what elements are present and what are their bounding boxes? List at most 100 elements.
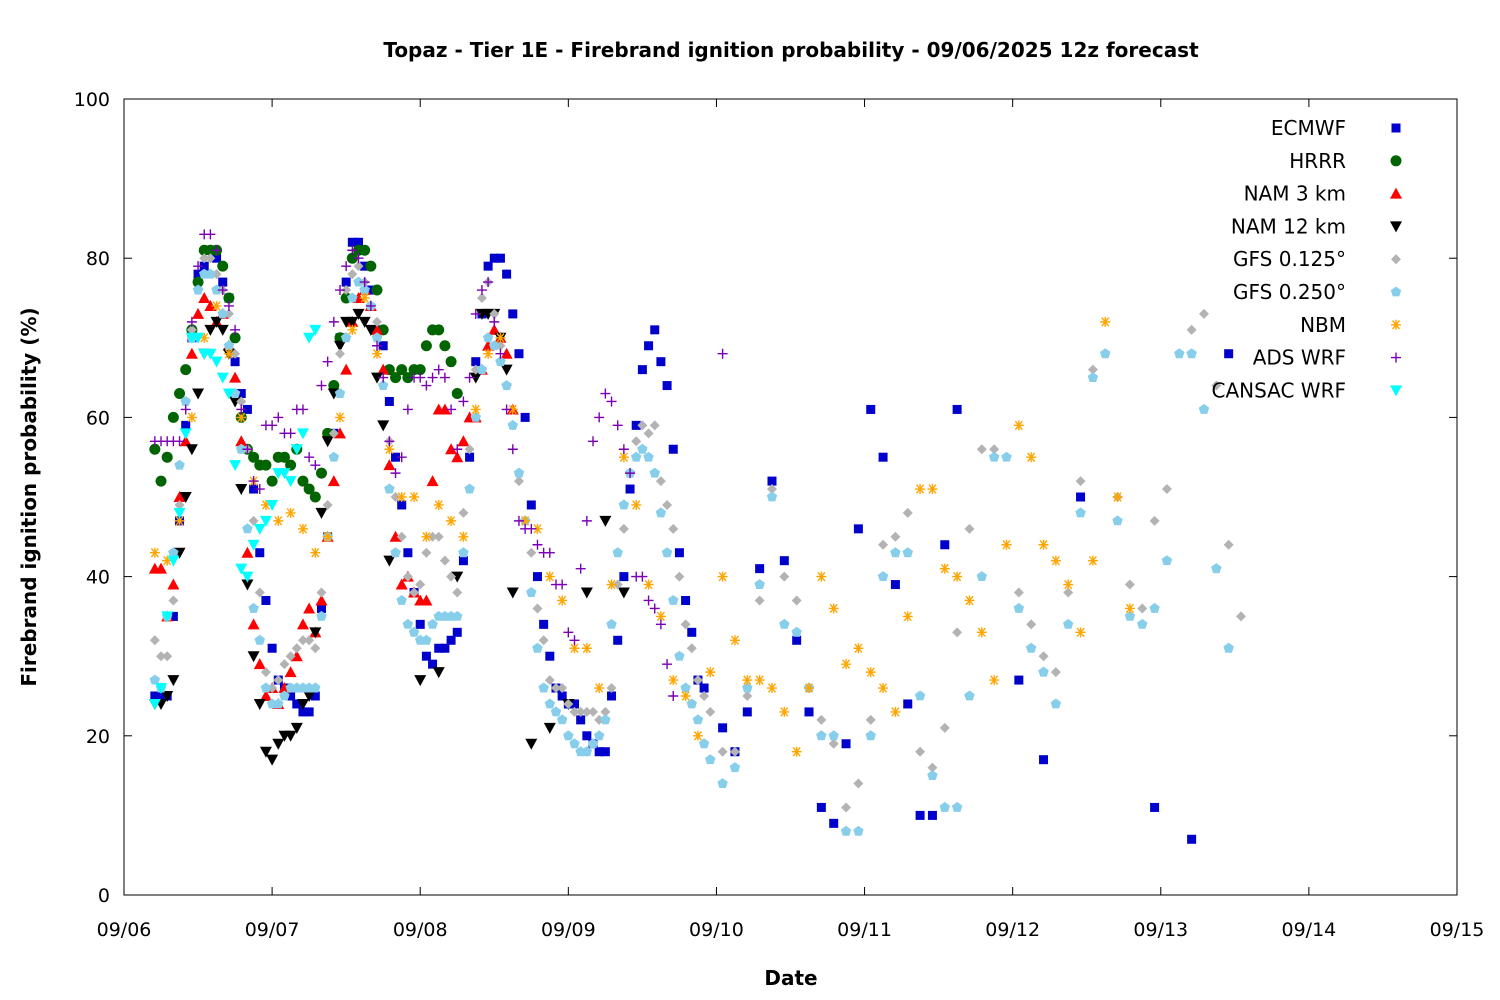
data-point	[952, 627, 963, 638]
data-point	[199, 253, 210, 264]
y-tick-label: 40	[86, 567, 110, 589]
data-point	[279, 690, 290, 701]
data-point	[526, 523, 537, 534]
data-point	[341, 277, 351, 287]
data-point	[779, 556, 789, 566]
data-point	[532, 642, 543, 653]
data-point	[149, 674, 161, 685]
data-point	[1038, 651, 1049, 662]
data-point	[742, 707, 752, 717]
data-point	[587, 738, 599, 749]
data-point	[686, 643, 697, 654]
data-point	[600, 388, 611, 399]
data-point	[729, 762, 741, 773]
data-point	[718, 723, 728, 733]
data-point	[180, 364, 192, 376]
data-point	[267, 420, 278, 431]
data-point	[261, 595, 271, 605]
data-point	[581, 746, 593, 757]
data-point	[174, 499, 185, 510]
data-point	[241, 546, 254, 558]
data-point	[235, 435, 248, 447]
data-point	[199, 261, 209, 271]
y-tick-label: 80	[86, 248, 110, 270]
data-point	[705, 667, 716, 678]
data-point	[316, 610, 327, 621]
data-point	[396, 492, 407, 502]
data-point	[396, 531, 407, 542]
data-point	[742, 675, 753, 686]
data-point	[594, 683, 605, 694]
data-point	[952, 404, 962, 414]
data-point	[599, 515, 612, 527]
data-point	[483, 348, 494, 359]
data-point	[290, 444, 303, 456]
data-point	[290, 722, 303, 734]
data-point	[353, 261, 364, 272]
data-point	[192, 332, 205, 344]
data-point	[581, 706, 592, 717]
data-point	[291, 643, 302, 654]
data-point	[742, 691, 753, 701]
data-point	[507, 404, 518, 415]
data-point	[612, 420, 623, 431]
data-point	[390, 492, 401, 502]
series-hrrr	[149, 244, 463, 503]
data-point	[353, 276, 364, 287]
data-point	[545, 651, 555, 661]
data-point	[427, 372, 438, 383]
data-point	[791, 626, 802, 637]
data-point	[390, 468, 401, 479]
data-point	[260, 667, 271, 678]
data-point	[600, 714, 611, 725]
x-axis-label: Date	[764, 966, 817, 990]
axis-ticks: 09/06 09/07 09/08 09/09 09/10 09/11 09/12 09/13…	[74, 89, 1485, 941]
data-point	[940, 540, 950, 550]
data-point	[347, 245, 358, 256]
data-point	[242, 444, 253, 455]
data-point	[637, 365, 647, 375]
data-point	[439, 372, 450, 383]
data-point	[458, 507, 469, 518]
data-point	[340, 332, 352, 343]
data-point	[1087, 364, 1098, 375]
data-point	[185, 444, 198, 456]
data-point	[506, 587, 519, 599]
data-point	[396, 364, 408, 376]
data-point	[964, 523, 975, 534]
data-point	[1149, 515, 1160, 526]
data-point	[680, 682, 691, 693]
data-point	[557, 595, 568, 606]
data-point	[520, 412, 530, 422]
data-point	[452, 444, 463, 455]
data-point	[828, 738, 839, 749]
data-point	[853, 643, 864, 654]
data-point	[389, 530, 402, 542]
data-point	[346, 316, 359, 328]
data-point	[440, 643, 450, 653]
data-point	[890, 580, 900, 590]
data-point	[359, 277, 370, 288]
data-point	[396, 595, 407, 605]
data-point	[371, 323, 384, 335]
data-point	[816, 730, 827, 741]
data-point	[631, 420, 641, 430]
data-point	[1112, 492, 1123, 502]
data-point	[1038, 539, 1049, 550]
data-point	[607, 691, 617, 701]
data-point	[488, 323, 501, 335]
data-point	[321, 436, 334, 448]
data-point	[167, 411, 179, 423]
data-point	[976, 571, 987, 581]
data-point	[1211, 563, 1222, 574]
data-point	[174, 515, 185, 526]
data-point	[296, 618, 309, 630]
data-point	[644, 341, 654, 351]
data-point	[538, 682, 549, 693]
data-point	[204, 348, 217, 360]
data-point	[421, 651, 431, 661]
data-point	[532, 603, 543, 614]
data-point	[235, 484, 248, 496]
data-point	[341, 261, 352, 272]
